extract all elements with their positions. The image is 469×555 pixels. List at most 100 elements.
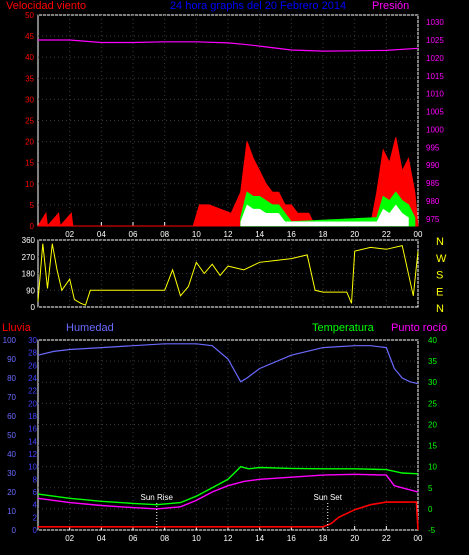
- wind-speed-tick: 30: [25, 95, 34, 104]
- pressure-tick: 1000: [426, 125, 444, 134]
- pressure-tick: 1025: [426, 36, 444, 45]
- wind-speed-tick: 5: [30, 201, 35, 210]
- sun-set-label: Sun Set: [314, 493, 343, 502]
- temp-xlabel: 12: [224, 534, 233, 543]
- temp-tick: 20: [428, 420, 437, 429]
- rain-tick: 4: [33, 501, 38, 510]
- wind-speed-tick: 0: [30, 222, 35, 231]
- temperature-label: Temperatura: [312, 322, 375, 334]
- wind-speed-tick: 25: [25, 117, 34, 126]
- humidity-label: Humedad: [66, 322, 114, 334]
- direction-tick: 270: [22, 253, 36, 262]
- temp-xlabel: 20: [350, 534, 359, 543]
- wind-speed-tick: 10: [25, 180, 34, 189]
- wind-xlabel: 10: [192, 230, 201, 239]
- temp-tick: 35: [428, 357, 437, 366]
- wind-speed-tick: 20: [25, 138, 34, 147]
- direction-tick: 0: [31, 303, 36, 312]
- temp-tick: 25: [428, 399, 437, 408]
- pressure-tick: 980: [426, 197, 440, 206]
- pressure-tick: 1015: [426, 72, 444, 81]
- direction-tick: 180: [22, 270, 36, 279]
- humidity-tick: 80: [7, 374, 16, 383]
- rain-tick: 26: [28, 361, 37, 370]
- humidity-tick: 60: [7, 412, 16, 421]
- dewpoint-label: Punto rocío: [391, 322, 447, 334]
- temp-tick: -5: [428, 526, 436, 535]
- wind-xlabel: 20: [350, 230, 359, 239]
- sun-rise-label: Sun Rise: [141, 493, 174, 502]
- pressure-tick: 1010: [426, 90, 444, 99]
- compass-label: S: [436, 270, 443, 282]
- compass-label: W: [436, 253, 447, 265]
- wind-speed-tick: 45: [25, 32, 34, 41]
- temp-xlabel: 18: [319, 534, 328, 543]
- temp-xlabel: 16: [287, 534, 296, 543]
- temp-tick: 30: [428, 378, 437, 387]
- temp-xlabel: 22: [382, 534, 391, 543]
- temp-xlabel: 02: [65, 534, 74, 543]
- temp-tick: 15: [428, 442, 437, 451]
- rain-tick: 30: [28, 336, 37, 345]
- rain-tick: 12: [28, 450, 37, 459]
- temperature-line: [37, 465, 419, 506]
- pressure-tick: 1030: [426, 18, 444, 27]
- wind-xlabel: 16: [287, 230, 296, 239]
- humidity-tick: 90: [7, 355, 16, 364]
- rain-tick: 28: [28, 349, 37, 358]
- rain-tick: 2: [33, 513, 38, 522]
- rain-tick: 6: [33, 488, 38, 497]
- compass-label: N: [436, 236, 444, 248]
- rain-tick: 20: [28, 399, 37, 408]
- compass-label: E: [436, 286, 443, 298]
- direction-tick: 360: [22, 236, 36, 245]
- temp-tick: 10: [428, 463, 437, 472]
- rain-tick: 18: [28, 412, 37, 421]
- wind-xlabel: 08: [160, 230, 169, 239]
- pressure-line: [38, 39, 419, 52]
- pressure-tick: 1020: [426, 54, 444, 63]
- temp-xlabel: 08: [160, 534, 169, 543]
- wind-low-area: [240, 204, 409, 227]
- wind-gust-area: [37, 137, 419, 228]
- wind-speed-label: Velocidad viento: [6, 0, 86, 12]
- humidity-tick: 50: [7, 431, 16, 440]
- rain-line: [38, 501, 419, 531]
- rain-tick: 8: [33, 475, 38, 484]
- pressure-tick: 975: [426, 215, 440, 224]
- temp-xlabel: 10: [192, 534, 201, 543]
- compass-label: N: [436, 303, 444, 315]
- humidity-tick: 40: [7, 450, 16, 459]
- wind-xlabel: 14: [255, 230, 264, 239]
- pressure-tick: 985: [426, 179, 440, 188]
- temp-tick: 0: [428, 505, 433, 514]
- temp-tick: 40: [428, 336, 437, 345]
- wind-speed-tick: 40: [25, 53, 34, 62]
- wind-speed-tick: 15: [25, 159, 34, 168]
- temp-xlabel: 06: [129, 534, 138, 543]
- humidity-tick: 30: [7, 469, 16, 478]
- rain-tick: 10: [28, 463, 37, 472]
- temp-xlabel: 00: [414, 534, 423, 543]
- pressure-tick: 1005: [426, 108, 444, 117]
- wind-xlabel: 00: [414, 230, 423, 239]
- pressure-label: Presión: [372, 0, 409, 12]
- wind-speed-tick: 50: [25, 11, 34, 20]
- temp-tick: 5: [428, 484, 433, 493]
- rain-tick: 16: [28, 425, 37, 434]
- rain-tick: 0: [33, 526, 38, 535]
- chart-title: 24 hora graphs del 20 Febrero 2014: [170, 0, 346, 12]
- humidity-tick: 20: [7, 488, 16, 497]
- dewpoint-line: [37, 473, 419, 510]
- humidity-tick: 70: [7, 393, 16, 402]
- humidity-tick: 10: [7, 507, 16, 516]
- wind-xlabel: 04: [97, 230, 106, 239]
- pressure-tick: 995: [426, 143, 440, 152]
- wind-xlabel: 12: [224, 230, 233, 239]
- wind-xlabel: 18: [319, 230, 328, 239]
- temp-xlabel: 04: [97, 534, 106, 543]
- rain-tick: 14: [28, 437, 37, 446]
- humidity-tick: 0: [12, 526, 17, 535]
- wind-xlabel: 06: [129, 230, 138, 239]
- pressure-tick: 990: [426, 161, 440, 170]
